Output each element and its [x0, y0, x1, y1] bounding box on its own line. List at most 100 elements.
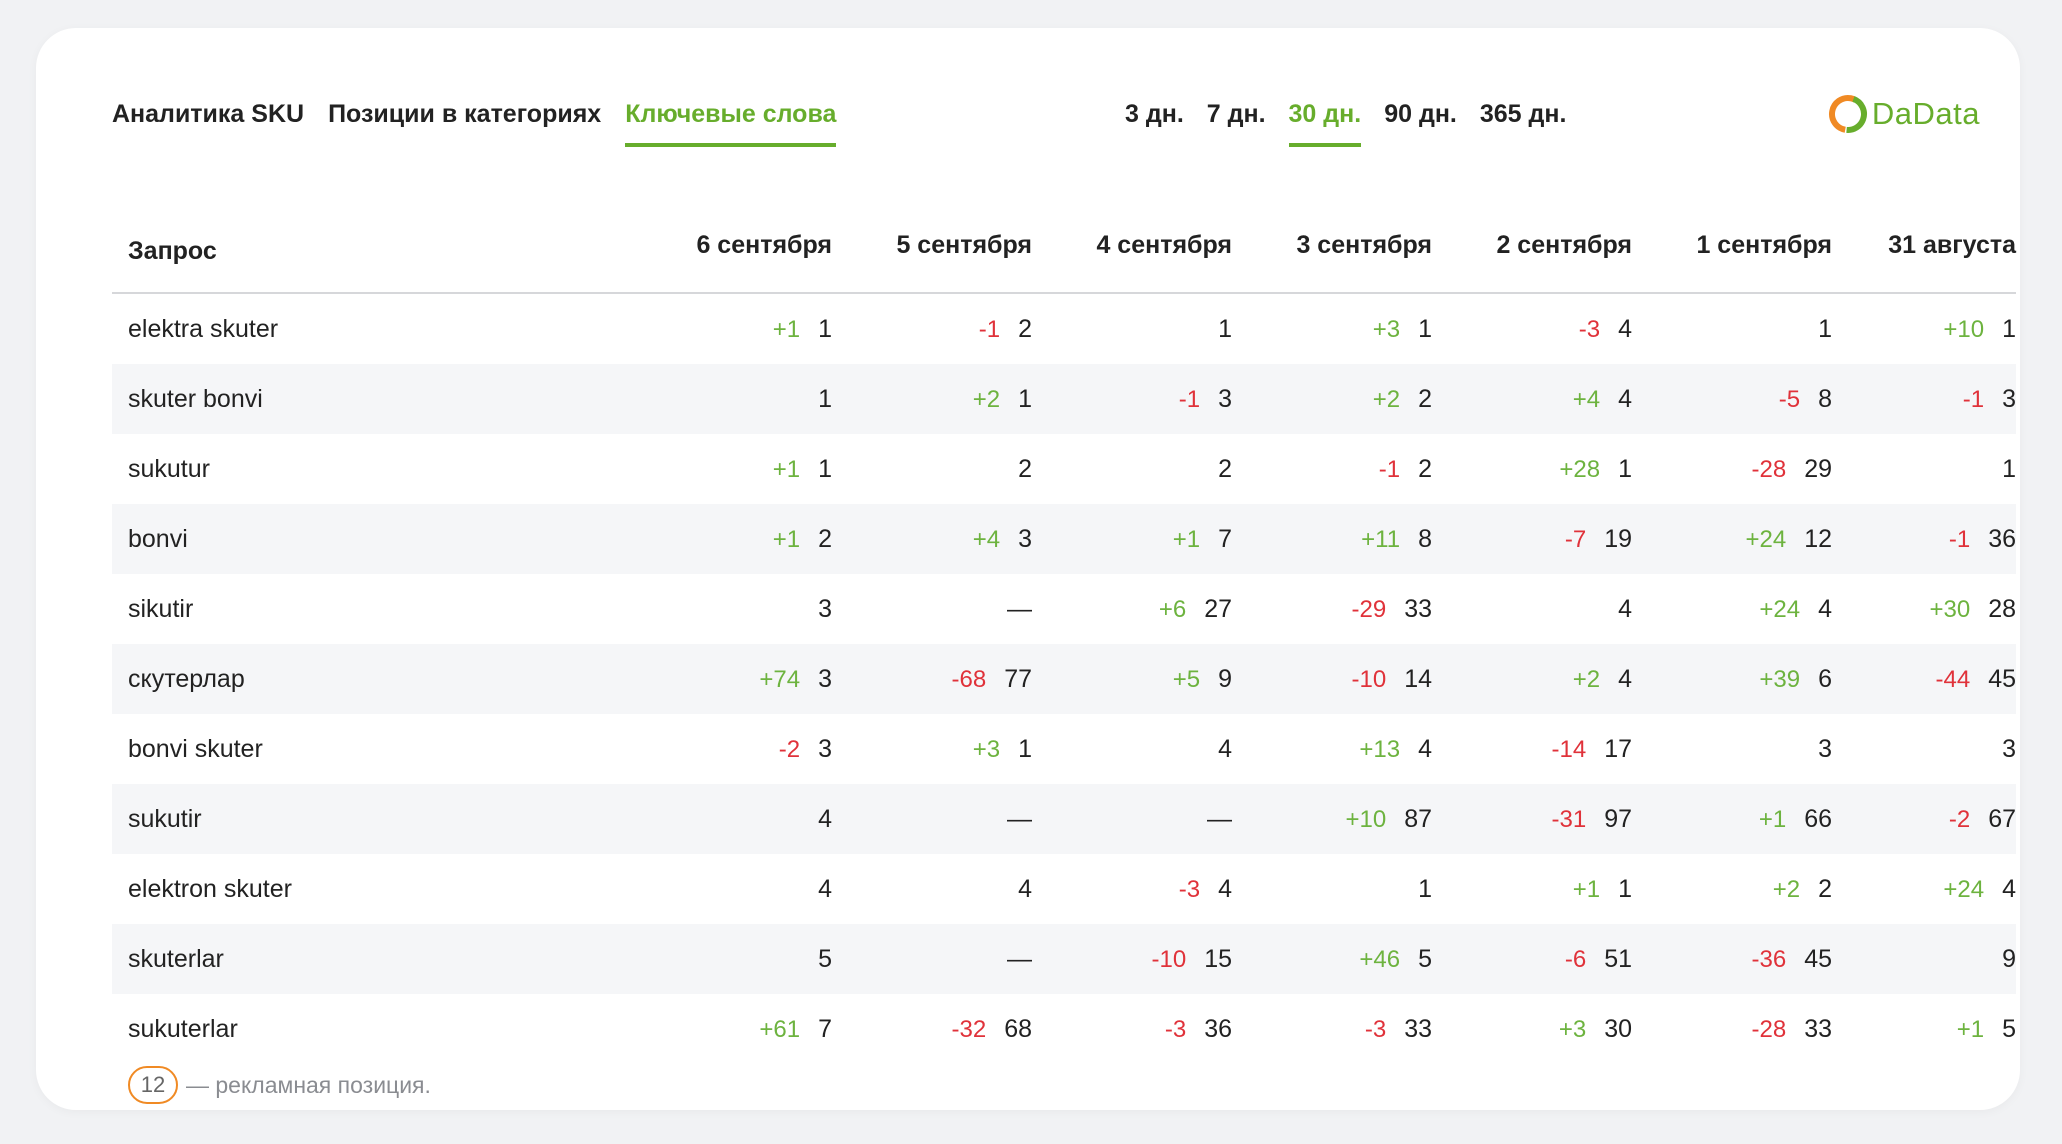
position-change: +3	[1372, 315, 1401, 343]
position-cell: +4 4	[1432, 364, 1632, 434]
position-change: +10	[1943, 315, 1985, 343]
position-cell: +1 5	[1832, 994, 2016, 1064]
position-change: +2	[1372, 385, 1401, 413]
position-value: 3	[2002, 734, 2016, 763]
table-row: elektra skuter +1 1 -1 2 1 +3 1 -3 4 1 +10 1	[112, 293, 2016, 364]
query-cell: sukuterlar	[128, 1014, 238, 1043]
position-value: 3	[1018, 524, 1032, 553]
position-cell: -31 97	[1432, 784, 1632, 854]
position-cell: -32 68	[832, 994, 1033, 1064]
position-value: 3	[818, 594, 832, 623]
position-cell: +13 4	[1232, 714, 1432, 784]
position-cell: 3	[632, 574, 832, 644]
position-change: -6	[1564, 945, 1587, 973]
position-value: 1	[1018, 384, 1032, 413]
date-column-header: 3 сентября	[1232, 198, 1432, 294]
query-cell: elektra skuter	[128, 314, 279, 343]
position-value: 3	[1218, 384, 1232, 413]
position-cell: -14 17	[1432, 714, 1633, 784]
position-value: 2	[818, 524, 832, 553]
position-change: +5	[1172, 665, 1201, 693]
date-column-header: 31 августа	[1832, 198, 2016, 294]
position-cell: —	[832, 574, 1032, 644]
position-cell: -68 77	[832, 644, 1032, 714]
position-value: 1	[818, 384, 832, 413]
position-change: -31	[1551, 805, 1587, 833]
position-cell: +3 1	[832, 714, 1032, 784]
position-value: 14	[1404, 664, 1432, 693]
table-header-row: Запрос 6 сентября 5 сентября 4 сентября …	[112, 198, 2016, 294]
position-value: —	[1007, 804, 1032, 833]
period-30-days[interactable]: 30 дн.	[1288, 100, 1362, 147]
position-change: +1	[1172, 525, 1201, 553]
position-cell: -2 67	[1832, 784, 2016, 854]
position-value: 3	[818, 734, 832, 763]
position-cell: 5	[632, 924, 832, 994]
position-value: 15	[1204, 944, 1232, 973]
tab-keywords[interactable]: Ключевые слова	[625, 100, 837, 147]
position-value: 6	[1818, 664, 1832, 693]
position-cell: +1 1	[1432, 854, 1632, 924]
dadata-logo-icon	[1828, 95, 1867, 133]
position-cell: -10 14	[1232, 644, 1432, 714]
period-3-days[interactable]: 3 дн.	[1125, 100, 1184, 128]
position-change: +13	[1359, 735, 1401, 763]
table-row: skuterlar 5 — -10 15 +46 5 -6 51 -36 45 9	[112, 924, 2016, 994]
position-cell: +1 7	[1032, 504, 1232, 574]
position-value: 4	[2002, 874, 2016, 903]
position-change: -10	[1351, 665, 1387, 693]
position-value: 19	[1604, 524, 1632, 553]
position-cell: +3 1	[1232, 293, 1432, 364]
position-cell: -3 4	[1432, 293, 1632, 364]
position-cell: -5 8	[1632, 364, 1832, 434]
position-cell: +1 1	[632, 434, 832, 504]
position-cell: 3	[1632, 714, 1832, 784]
position-value: 33	[1804, 1014, 1832, 1043]
position-change: -2	[778, 735, 801, 763]
position-cell: 1	[1632, 293, 1832, 364]
period-7-days[interactable]: 7 дн.	[1206, 100, 1266, 128]
period-365-days[interactable]: 365 дн.	[1479, 100, 1567, 128]
date-column-header: 4 сентября	[1032, 198, 1232, 294]
position-change: -3	[1164, 1015, 1187, 1043]
query-cell: sukutur	[128, 454, 210, 483]
tab-category-positions[interactable]: Позиции в категориях	[328, 100, 602, 128]
period-90-days[interactable]: 90 дн.	[1384, 100, 1457, 128]
position-value: 3	[1818, 734, 1832, 763]
position-change: -3	[1178, 875, 1201, 903]
ad-position-badge: 12	[128, 1066, 178, 1104]
tab-sku-analytics[interactable]: Аналитика SKU	[112, 100, 305, 128]
position-change: +2	[972, 385, 1001, 413]
date-column-header: 1 сентября	[1632, 198, 1832, 294]
position-value: 27	[1204, 594, 1232, 623]
position-change: -3	[1364, 1015, 1387, 1043]
position-value: 4	[818, 874, 832, 903]
position-cell: +1 66	[1632, 784, 1832, 854]
position-cell: -29 33	[1232, 574, 1433, 644]
position-cell: -1 2	[832, 293, 1032, 364]
position-change: -2	[1948, 805, 1971, 833]
position-value: —	[1207, 804, 1232, 833]
position-cell: 4	[832, 854, 1032, 924]
position-cell: 4	[632, 854, 832, 924]
position-value: 2	[1418, 384, 1432, 413]
position-cell: +24 4	[1832, 854, 2016, 924]
position-value: 66	[1804, 804, 1832, 833]
position-cell: +30 28	[1832, 574, 2016, 644]
position-change: +2	[1772, 875, 1801, 903]
position-cell: -44 45	[1832, 644, 2016, 714]
position-change: +1	[772, 525, 801, 553]
position-value: 36	[1204, 1014, 1232, 1043]
position-cell: 9	[1832, 924, 2016, 994]
position-cell: —	[832, 784, 1032, 854]
table-row: скутерлар +74 3 -68 77 +5 9 -10 14 +2 4 +39 6 -44 45	[112, 644, 2016, 714]
table-row: bonvi +1 2 +4 3 +1 7 +11 8 -7 19 +24 12 -1 36	[112, 504, 2016, 574]
position-cell: -1 3	[1032, 364, 1232, 434]
position-value: 1	[1618, 454, 1632, 483]
position-value: 4	[1618, 594, 1632, 623]
position-change: -1	[1378, 455, 1401, 483]
position-cell: +5 9	[1032, 644, 1232, 714]
table-row: sikutir 3 — +6 27 -29 33 4 +24 4 +30 28	[112, 574, 2016, 644]
position-value: 3	[818, 664, 832, 693]
table-row: sukutur +1 1 2 2 -1 2 +28 1 -28 29 1	[112, 434, 2016, 504]
